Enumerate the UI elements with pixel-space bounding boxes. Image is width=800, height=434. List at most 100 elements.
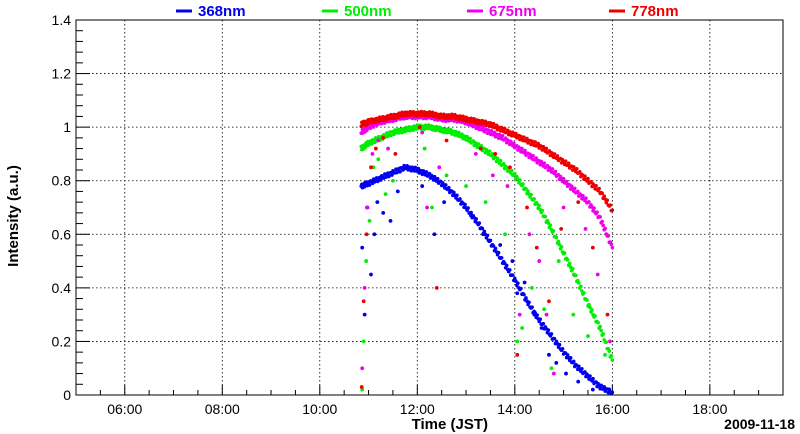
data-point <box>423 114 428 118</box>
data-point <box>378 178 383 182</box>
data-point <box>373 120 378 125</box>
data-point <box>447 185 451 190</box>
data-point <box>502 126 507 131</box>
data-point <box>438 112 443 116</box>
data-point <box>557 342 562 347</box>
data-point <box>541 321 546 326</box>
data-point <box>375 179 380 184</box>
data-point <box>544 146 549 151</box>
outlier-point <box>386 146 390 151</box>
data-point <box>450 112 454 117</box>
data-point <box>610 245 615 250</box>
data-point <box>571 359 576 364</box>
outlier-point <box>527 232 532 237</box>
outlier-point <box>381 135 386 140</box>
data-point <box>493 246 498 251</box>
data-point <box>610 208 615 212</box>
data-point <box>443 183 448 187</box>
y-tick-label: 1 <box>63 119 71 135</box>
outlier-point <box>493 152 498 156</box>
outlier-point <box>365 205 370 210</box>
data-point <box>524 187 528 191</box>
outlier-point <box>367 218 372 223</box>
data-point <box>574 166 579 171</box>
data-point <box>576 189 580 194</box>
y-axis-title: Intensity (a.u.) <box>5 165 22 267</box>
data-point <box>495 156 500 161</box>
y-tick-label: 0 <box>63 387 71 403</box>
data-point <box>476 142 481 146</box>
y-tick-label: 0.4 <box>52 280 72 296</box>
outlier-point <box>571 312 576 317</box>
data-point <box>411 128 416 132</box>
data-point <box>586 176 590 181</box>
data-point <box>593 314 597 318</box>
outlier-point <box>434 285 439 290</box>
data-point <box>421 116 426 121</box>
data-point <box>387 174 391 179</box>
data-point <box>367 183 372 187</box>
data-point <box>443 119 448 124</box>
outlier-point <box>444 138 449 143</box>
y-tick-label: 1.2 <box>52 66 72 82</box>
data-point <box>510 130 515 135</box>
data-point <box>549 332 554 336</box>
outlier-point <box>362 312 367 317</box>
data-point <box>426 123 431 127</box>
data-point <box>490 151 495 156</box>
outlier-point <box>508 165 512 170</box>
data-point <box>369 142 374 146</box>
data-point <box>434 124 439 129</box>
data-point <box>603 226 608 231</box>
data-point <box>461 114 465 119</box>
outlier-point <box>361 339 366 344</box>
data-point <box>404 125 408 130</box>
data-point <box>541 144 546 149</box>
data-point <box>596 320 600 325</box>
data-point <box>599 383 603 388</box>
data-point <box>578 169 582 174</box>
data-point <box>537 203 542 208</box>
outlier-point <box>376 138 381 143</box>
outlier-point <box>422 146 427 151</box>
series-368nm <box>359 163 615 396</box>
data-point <box>509 168 514 173</box>
data-point <box>540 208 545 213</box>
outlier-point <box>515 291 520 296</box>
data-point <box>512 141 516 145</box>
data-point <box>564 179 569 184</box>
outlier-point <box>556 259 561 263</box>
data-point <box>585 298 589 302</box>
outlier-point <box>586 334 590 338</box>
data-point <box>588 305 592 310</box>
outlier-point <box>383 192 388 197</box>
data-point <box>523 148 527 153</box>
tick-labels: 06:00 08:00 10:00 12:00 14:00 16:00 18:00 0 0.2 0… <box>52 12 728 417</box>
outlier-point <box>376 157 381 162</box>
outlier-point <box>505 184 510 188</box>
data-point <box>518 178 522 182</box>
outlier-point <box>503 232 507 237</box>
data-point <box>601 223 606 228</box>
data-point <box>488 238 493 243</box>
outlier-point <box>595 272 600 277</box>
data-point <box>452 190 456 195</box>
outlier-point <box>498 243 503 247</box>
outlier-point <box>369 165 373 170</box>
outlier-point <box>551 371 556 376</box>
outlier-point <box>361 299 366 304</box>
data-point <box>491 244 496 248</box>
data-point <box>566 161 571 166</box>
data-point <box>469 210 473 215</box>
data-point <box>379 121 384 126</box>
x-tick-label: 16:00 <box>595 401 630 417</box>
data-point <box>381 118 386 123</box>
outlier-point <box>393 152 398 156</box>
data-point <box>581 193 585 198</box>
x-tick-label: 06:00 <box>107 401 142 417</box>
x-tick-label: 08:00 <box>205 401 240 417</box>
data-point <box>577 364 581 369</box>
outlier-point <box>608 390 612 395</box>
data-point <box>458 197 462 201</box>
